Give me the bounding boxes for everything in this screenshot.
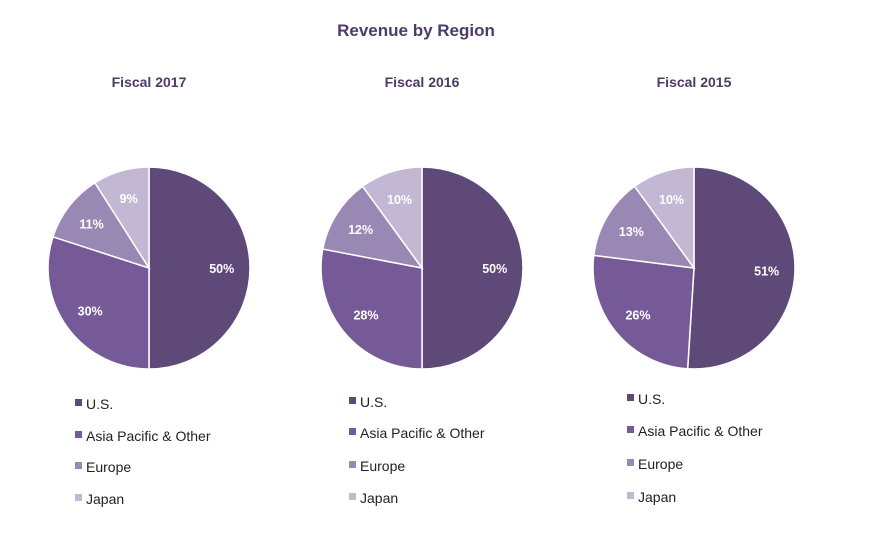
legend-swatch [75, 462, 82, 469]
data-label: 11% [79, 217, 103, 231]
data-label: 10% [659, 193, 684, 207]
legend-entry: Japan [360, 490, 398, 506]
pie-slice [421, 166, 524, 370]
pie-slice [148, 166, 251, 370]
data-label: 13% [619, 225, 644, 239]
legend-entry: Asia Pacific & Other [360, 425, 485, 441]
pie-slice [592, 254, 695, 370]
pie-chart-0: Fiscal 2017 50% 30% 11% 9% U.S. Asia Pacific &… [47, 74, 251, 507]
legend-entry: Europe [86, 459, 131, 475]
pie-title: Fiscal 2015 [657, 74, 732, 90]
legend-entry: Asia Pacific & Other [638, 423, 763, 439]
data-label: 12% [348, 223, 373, 237]
legend-swatch [75, 494, 82, 501]
data-label: 51% [754, 264, 779, 278]
legend-entry: Asia Pacific & Other [86, 428, 211, 444]
legend-swatch [627, 426, 634, 433]
pie-slice [361, 166, 423, 271]
legend-entry: Europe [360, 458, 405, 474]
data-label: 50% [482, 262, 507, 276]
data-label: 26% [625, 308, 650, 322]
data-label: 10% [387, 193, 412, 207]
legend-swatch [349, 461, 356, 468]
legend-entry: Japan [86, 491, 124, 507]
data-label: 50% [209, 262, 234, 276]
pie-chart-2: Fiscal 2015 51% 26% 13% 10% U.S. Asia Pacific … [592, 74, 796, 505]
pie-title: Fiscal 2017 [112, 74, 187, 90]
pie-title: Fiscal 2016 [385, 74, 460, 90]
data-label: 28% [353, 308, 378, 322]
legend-entry: Europe [638, 456, 683, 472]
legend-swatch [627, 394, 634, 401]
data-label: 30% [78, 305, 103, 319]
data-label: 9% [120, 192, 138, 206]
pie-slice [93, 166, 150, 271]
pie-slice [51, 181, 151, 270]
chart-title: Revenue by Region [337, 21, 495, 40]
legend-swatch [75, 431, 82, 438]
legend-swatch [627, 459, 634, 466]
pie-slice [47, 235, 150, 370]
pie-slice [633, 166, 695, 271]
pie-slice [592, 185, 696, 269]
pie-slice [686, 166, 796, 370]
legend-entry: U.S. [360, 394, 387, 410]
legend-entry: U.S. [86, 396, 113, 412]
legend-swatch [349, 493, 356, 500]
legend-swatch [349, 428, 356, 435]
pie-chart-1: Fiscal 2016 50% 28% 12% 10% U.S. Asia Pacific … [320, 74, 524, 506]
legend-swatch [75, 399, 82, 406]
legend-entry: Japan [638, 489, 676, 505]
legend-swatch [349, 397, 356, 404]
pie-slice [321, 185, 424, 270]
legend-swatch [627, 492, 634, 499]
pie-slice [320, 248, 423, 370]
legend-entry: U.S. [638, 391, 665, 407]
